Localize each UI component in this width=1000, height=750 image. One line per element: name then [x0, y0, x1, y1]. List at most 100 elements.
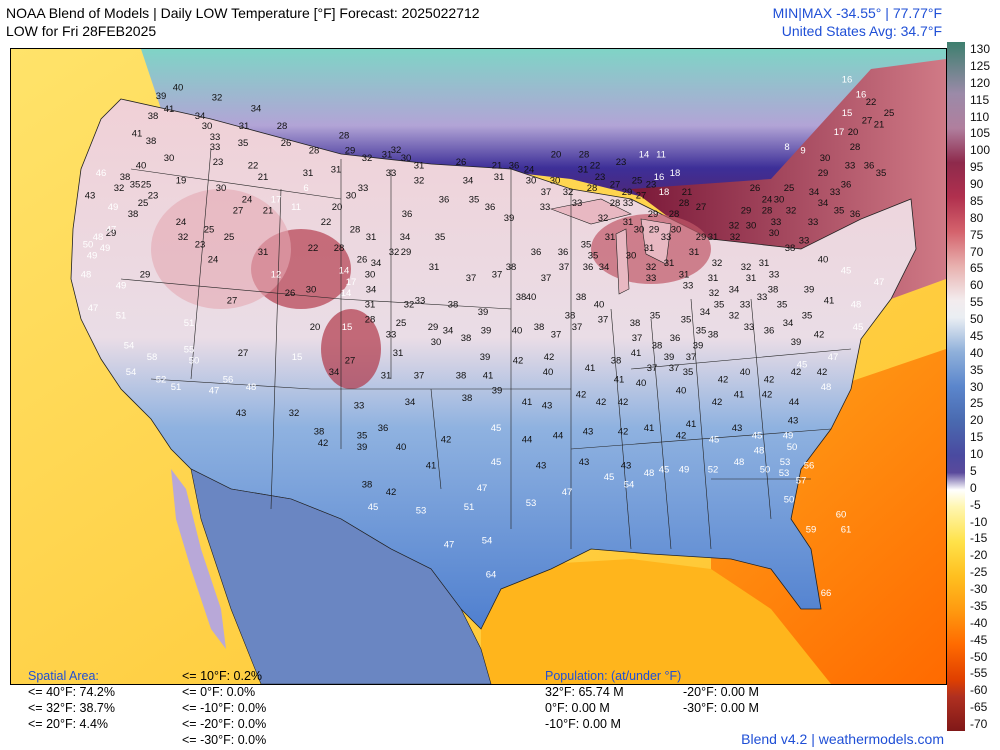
temperature-value: 28: [610, 198, 621, 209]
temperature-value: 42: [318, 438, 329, 449]
spatial-row: <= 32°F: 38.7%: [28, 701, 115, 715]
temperature-value: 23: [213, 157, 224, 168]
temperature-value: 18: [670, 168, 681, 179]
temperature-value: 32: [362, 153, 373, 164]
spatial-area-stats-cold: <= 10°F: 0.2% <= 0°F: 0.0% <= -10°F: 0.0…: [182, 668, 266, 748]
temperature-value: 36: [439, 194, 450, 205]
temperature-value: 27: [696, 202, 707, 213]
temperature-value: 45: [853, 322, 864, 333]
temperature-value: 34: [783, 318, 794, 329]
temperature-value: 50: [784, 494, 795, 505]
population-stats-cold: -20°F: 0.00 M -30°F: 0.00 M: [683, 684, 759, 716]
temperature-value: 50: [760, 464, 771, 475]
color-scale-tick: 130: [970, 42, 991, 56]
temperature-value: 36: [841, 179, 852, 190]
temperature-value: 35: [696, 326, 707, 337]
color-scale-tick: 80: [970, 210, 984, 225]
temperature-value: 39: [804, 284, 815, 295]
temperature-value: 37: [551, 329, 562, 340]
temperature-value: 30: [746, 221, 757, 232]
temperature-value: 32: [212, 92, 223, 103]
temperature-value: 33: [415, 296, 426, 307]
temperature-value: 28: [309, 146, 320, 157]
temperature-value: 38: [768, 284, 779, 295]
temperature-value: 44: [553, 431, 564, 442]
temperature-value: 27: [636, 191, 647, 202]
temperature-value: 42: [618, 427, 629, 438]
temperature-value: 42: [718, 374, 729, 385]
temperature-value: 33: [744, 322, 755, 333]
temperature-value: 40: [512, 326, 523, 337]
color-scale-tick: -70: [970, 717, 988, 731]
color-scale-tick: -40: [970, 615, 988, 630]
temperature-value: 34: [329, 367, 340, 378]
color-scale-tick: 85: [970, 193, 984, 208]
temperature-value: 30: [526, 176, 537, 187]
temperature-value: 51: [464, 502, 475, 513]
temperature-value: 34: [405, 397, 416, 408]
temperature-value: 53: [780, 457, 791, 468]
temperature-value: 42: [762, 389, 773, 400]
temperature-value: 45: [709, 434, 720, 445]
temperature-value: 32: [729, 311, 740, 322]
temperature-value: 42: [817, 367, 828, 378]
temperature-value: 33: [845, 161, 856, 172]
temperature-value: 39: [481, 326, 492, 337]
temperature-value: 42: [712, 397, 723, 408]
temperature-value: 40: [173, 83, 184, 94]
temperature-value: 29: [648, 209, 659, 220]
temperature-value: 60: [836, 509, 847, 520]
temperature-value: 34: [463, 176, 474, 187]
temperature-value: 34: [366, 284, 377, 295]
temperature-value: 37: [559, 262, 570, 273]
min-max-readout: MIN|MAX -34.55° | 77.77°F: [772, 5, 942, 21]
temperature-value: 35: [469, 194, 480, 205]
temperature-value: 46: [96, 168, 107, 179]
temperature-value: 29: [818, 168, 829, 179]
color-scale-tick: -50: [970, 649, 988, 664]
temperature-value: 38: [534, 322, 545, 333]
temperature-value: 37: [541, 273, 552, 284]
temperature-value: 33: [354, 401, 365, 412]
temperature-value: 58: [147, 352, 158, 363]
temperature-value: 43: [583, 427, 594, 438]
temperature-value: 6: [303, 183, 308, 194]
temperature-value: 42: [596, 397, 607, 408]
temperature-value: 25: [884, 108, 895, 119]
temperature-value: 41: [824, 296, 835, 307]
temperature-value: 43: [236, 408, 247, 419]
temperature-value: 34: [443, 326, 454, 337]
temperature-value: 38: [652, 341, 663, 352]
temperature-value: 40: [594, 299, 605, 310]
color-scale-tick: -20: [970, 548, 988, 563]
temperature-value: 18: [659, 187, 670, 198]
color-scale-tick: 65: [970, 261, 984, 276]
temperature-value: 20: [848, 127, 859, 138]
temperature-value: 40: [526, 292, 537, 303]
northwest-pink-area: [151, 189, 291, 309]
temperature-value: 31: [644, 243, 655, 254]
temperature-value: 11: [656, 149, 666, 160]
temperature-value: 31: [746, 273, 757, 284]
temperature-value: 54: [482, 536, 493, 547]
temperature-value: 30: [346, 191, 357, 202]
temperature-value: 28: [365, 314, 376, 325]
temperature-value: 47: [562, 487, 573, 498]
temperature-value: 35: [681, 314, 692, 325]
temperature-value: 37: [647, 363, 658, 374]
temperature-value: 34: [729, 284, 740, 295]
temperature-value: 32: [389, 247, 400, 258]
temperature-value: 24: [524, 164, 535, 175]
temperature-value: 35: [581, 239, 592, 250]
color-scale-tick: 55: [970, 295, 984, 310]
temperature-value: 48: [81, 269, 92, 280]
color-scale-tick: 40: [970, 345, 984, 360]
temperature-value: 42: [544, 352, 555, 363]
temperature-value: 37: [541, 187, 552, 198]
temperature-value: 41: [426, 461, 437, 472]
temperature-value: 25: [138, 198, 149, 209]
temperature-value: 36: [509, 161, 520, 172]
color-scale-tick: 75: [970, 227, 984, 242]
temperature-value: 36: [764, 326, 775, 337]
temperature-value: 39: [664, 352, 675, 363]
